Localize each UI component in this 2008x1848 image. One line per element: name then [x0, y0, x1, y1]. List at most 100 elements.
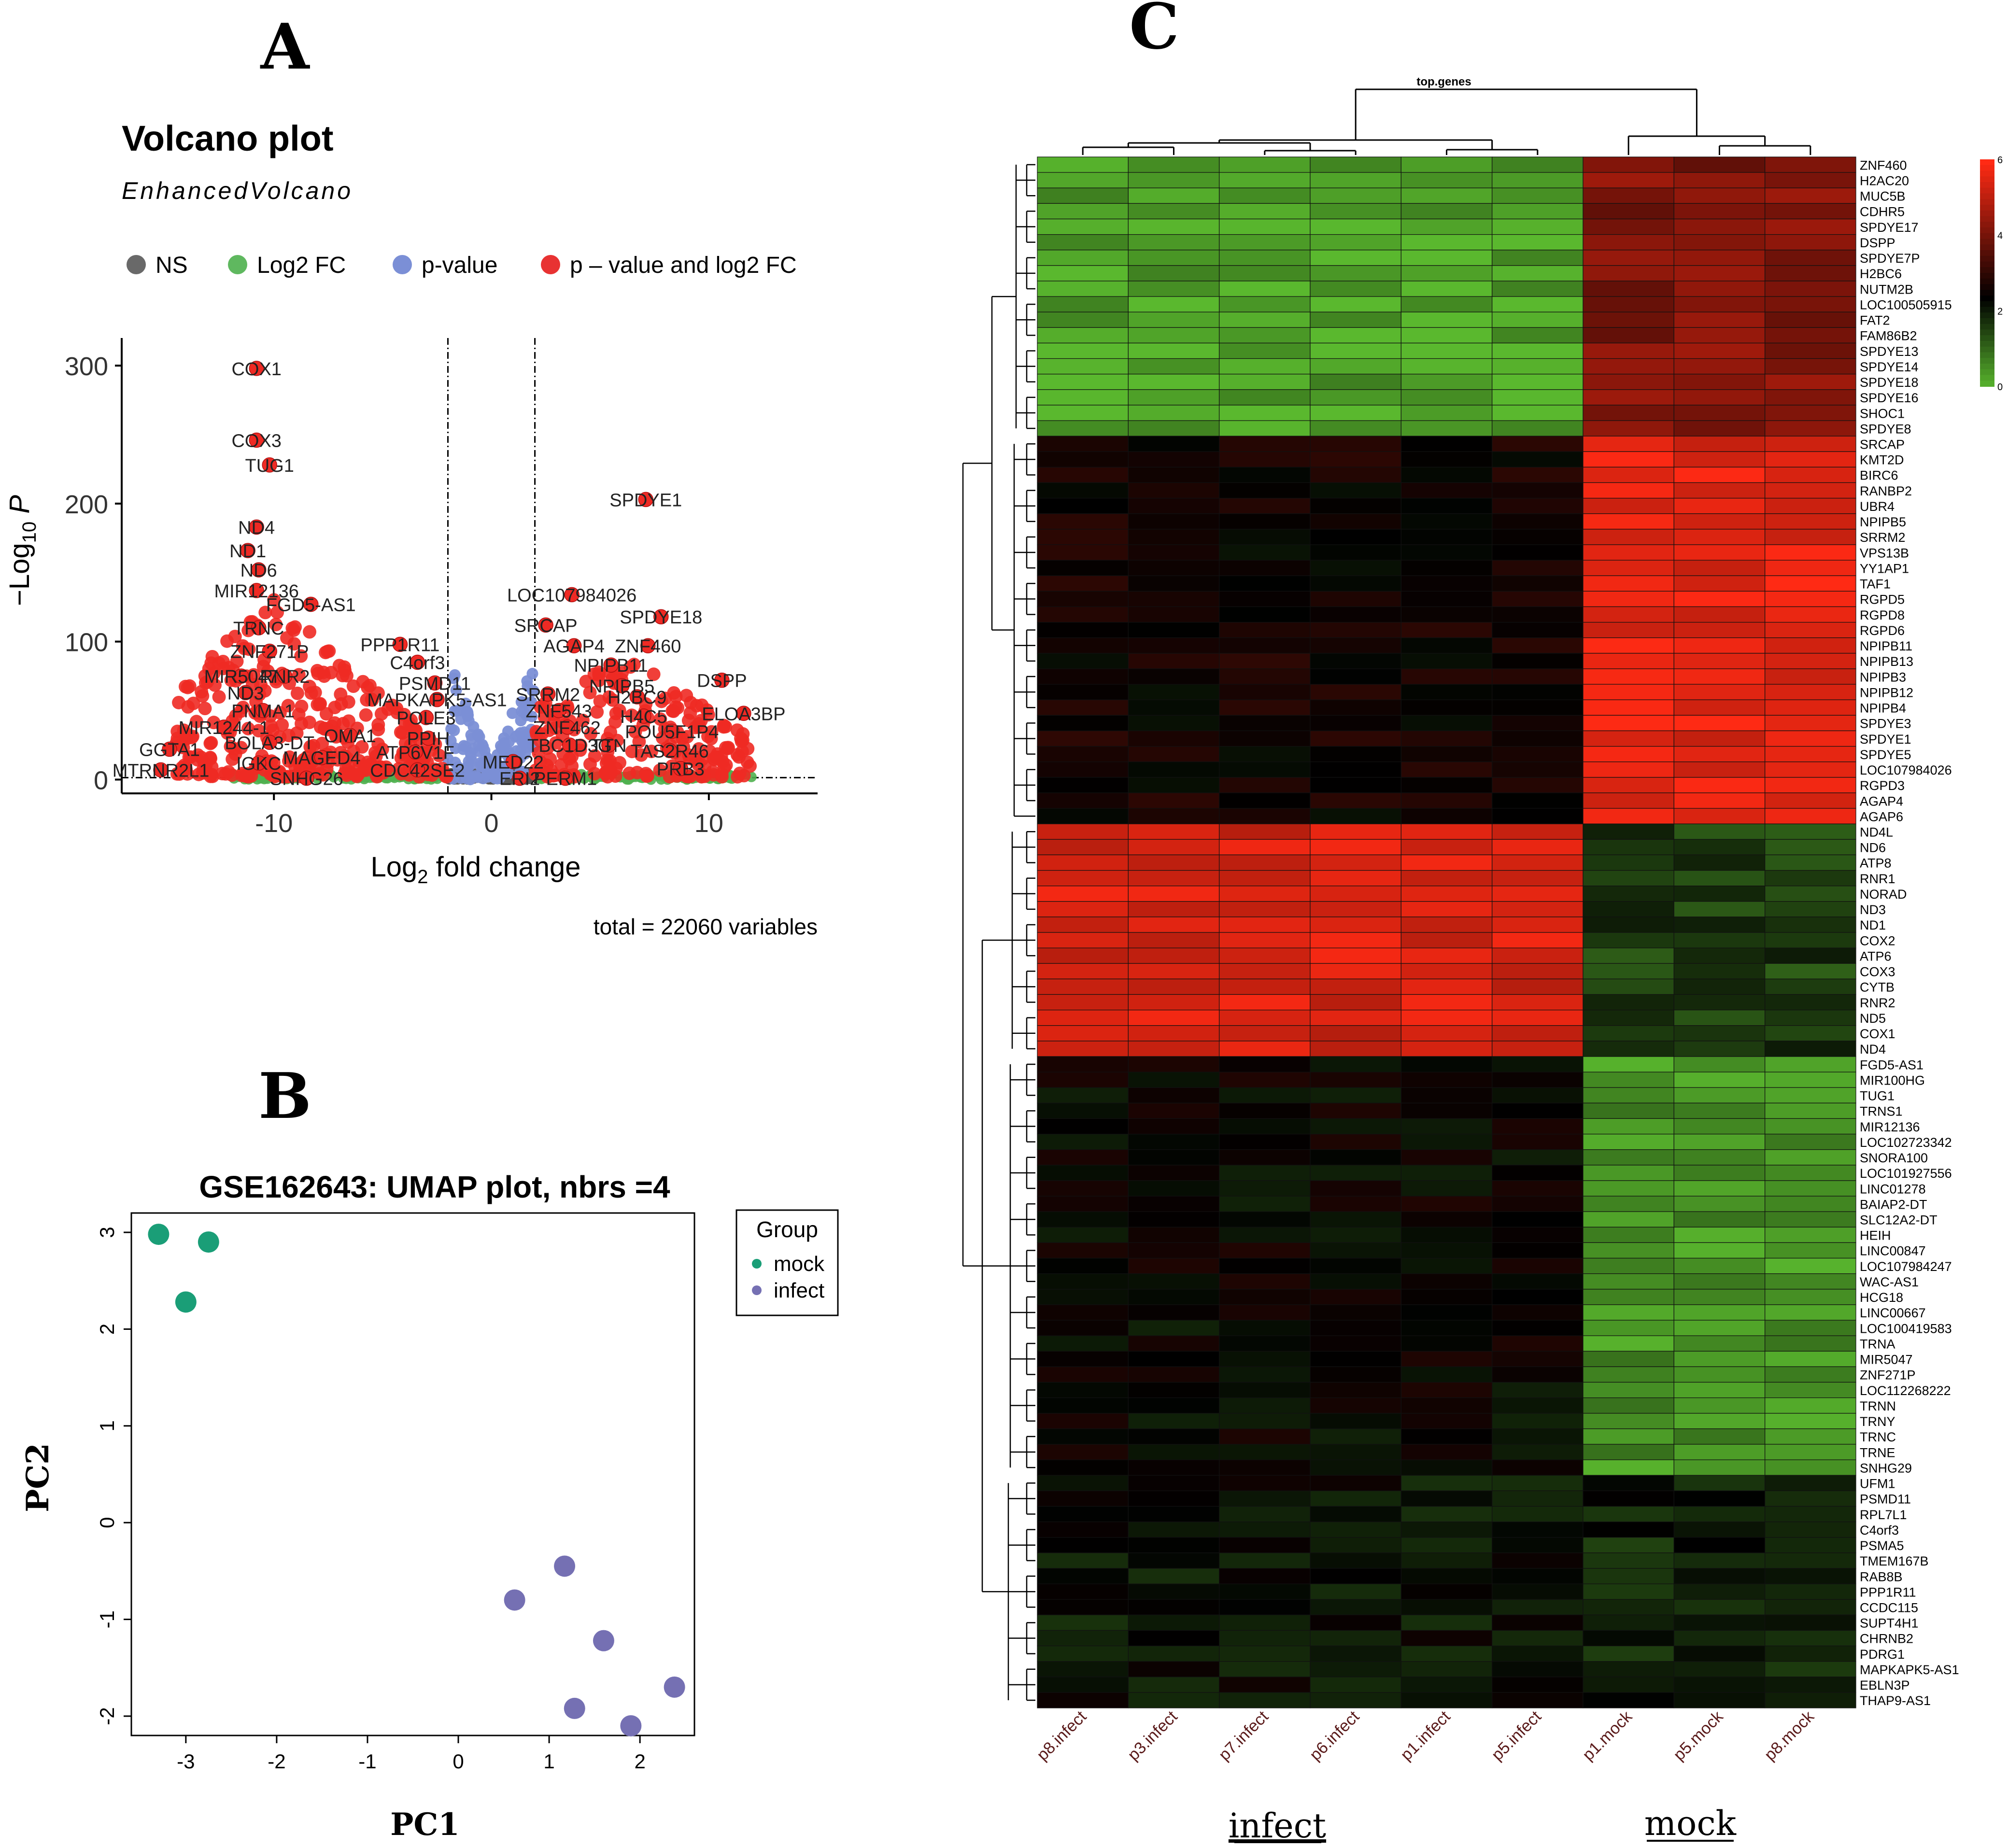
heatmap-cell [1492, 653, 1584, 669]
color-scale-step [1980, 324, 1994, 330]
volcano-point-sig [584, 727, 598, 741]
heatmap-cell [1128, 234, 1220, 251]
heatmap-cell [1219, 715, 1311, 732]
volcano-gene-label: POLE3 [396, 708, 456, 729]
heatmap-row-label: RGPD8 [1860, 608, 1905, 622]
heatmap-cell [1128, 1056, 1220, 1072]
heatmap-cell [1037, 777, 1129, 793]
heatmap-cell [1037, 234, 1129, 251]
heatmap-cell [1492, 1568, 1584, 1584]
heatmap-cell [1583, 1677, 1674, 1693]
heatmap-cell [1128, 281, 1220, 297]
heatmap-cell [1673, 870, 1766, 887]
heatmap-cell [1310, 234, 1401, 251]
volcano-x-tick-label: 0 [484, 809, 499, 838]
heatmap-cell [1400, 653, 1493, 669]
heatmap-cell [1219, 746, 1311, 762]
heatmap-cell [1219, 1366, 1311, 1383]
volcano-gene-label: ZNF543 [525, 702, 592, 722]
color-scale-tick-label: 4 [1997, 231, 2003, 241]
volcano-point-labeled [640, 638, 656, 653]
volcano-point-sig [374, 707, 388, 721]
volcano-point-labeled [233, 668, 249, 684]
heatmap-cell [1673, 1382, 1766, 1398]
color-scale-step [1980, 318, 1994, 324]
heatmap-cell [1673, 932, 1766, 948]
volcano-points [153, 361, 757, 786]
heatmap-cell [1765, 1490, 1856, 1507]
heatmap-cell [1128, 746, 1220, 762]
heatmap-cell [1673, 187, 1766, 204]
heatmap-cell [1128, 218, 1220, 235]
heatmap-row-label: HEIH [1860, 1228, 1891, 1243]
volcano-point-sig [574, 738, 588, 752]
heatmap-cell [1583, 1490, 1674, 1507]
heatmap-cell [1037, 1025, 1129, 1042]
heatmap-cell [1400, 1102, 1493, 1119]
heatmap-cell [1219, 1614, 1311, 1631]
heatmap-row-label: H2AC20 [1860, 173, 1909, 188]
volcano-point-sig [683, 751, 697, 765]
heatmap-cell [1765, 1599, 1856, 1615]
volcano-point-sig [267, 593, 281, 607]
volcano-point-sig [342, 714, 356, 728]
heatmap-cell [1310, 1583, 1401, 1600]
heatmap-cell [1583, 591, 1674, 607]
heatmap-cell [1765, 498, 1856, 514]
heatmap-cell [1037, 1583, 1129, 1600]
heatmap-column-label: p6.infect [1306, 1707, 1363, 1764]
umap-x-tick-label: 2 [634, 1750, 645, 1773]
volcano-point-p [477, 741, 489, 753]
heatmap-row-label: LOC107984026 [1860, 763, 1952, 777]
heatmap-cell [1128, 389, 1220, 406]
heatmap-cell [1219, 1072, 1311, 1088]
heatmap-cell [1219, 1056, 1311, 1072]
heatmap-cell [1400, 978, 1493, 995]
heatmap-cell [1310, 420, 1401, 437]
heatmap-cell [1037, 265, 1129, 282]
heatmap-cell [1765, 792, 1856, 809]
heatmap-cell [1765, 513, 1856, 530]
volcano-point-sig [684, 769, 698, 783]
heatmap-cell [1492, 730, 1584, 747]
heatmap-cell [1583, 1118, 1674, 1135]
heatmap-cell [1400, 621, 1493, 638]
heatmap-cell [1492, 265, 1584, 282]
heatmap-cell [1219, 1227, 1311, 1243]
heatmap-cell [1583, 281, 1674, 297]
heatmap-row-label: NPIPB13 [1860, 654, 1913, 669]
volcano-point-sig [334, 687, 348, 701]
heatmap-cell [1673, 715, 1766, 732]
volcano-point-labeled [564, 587, 580, 603]
heatmap-cell [1673, 311, 1766, 328]
panel-label-a: A [260, 10, 311, 84]
volcano-point-sig [371, 737, 385, 751]
color-scale-step [1980, 199, 1994, 205]
heatmap-cell [1492, 1490, 1584, 1507]
heatmap-cell [1765, 808, 1856, 824]
volcano-point-sig [313, 697, 327, 711]
color-scale-step [1980, 278, 1994, 285]
heatmap-cell [1583, 823, 1674, 840]
heatmap-cell [1037, 1599, 1129, 1615]
heatmap-cell [1765, 172, 1856, 188]
heatmap-cell [1765, 1304, 1856, 1321]
heatmap-cell [1128, 1366, 1220, 1383]
heatmap-cell [1128, 1227, 1220, 1243]
heatmap-cell [1583, 358, 1674, 375]
heatmap-cell [1310, 808, 1401, 824]
heatmap-cell [1583, 808, 1674, 824]
volcano-gene-label: PPP1R11 [360, 635, 439, 655]
heatmap-cell [1037, 870, 1129, 887]
heatmap-cell [1492, 1552, 1584, 1569]
heatmap-cell [1765, 1242, 1856, 1259]
umap-y-tick-label: 2 [96, 1324, 118, 1335]
heatmap-cell [1673, 1521, 1766, 1538]
heatmap-cell [1765, 250, 1856, 266]
heatmap-cell [1037, 466, 1129, 483]
heatmap-cell [1037, 1289, 1129, 1305]
heatmap-cell [1583, 637, 1674, 654]
heatmap-cell [1037, 374, 1129, 390]
volcano-point-sig [615, 665, 629, 679]
heatmap-cell [1492, 172, 1584, 188]
